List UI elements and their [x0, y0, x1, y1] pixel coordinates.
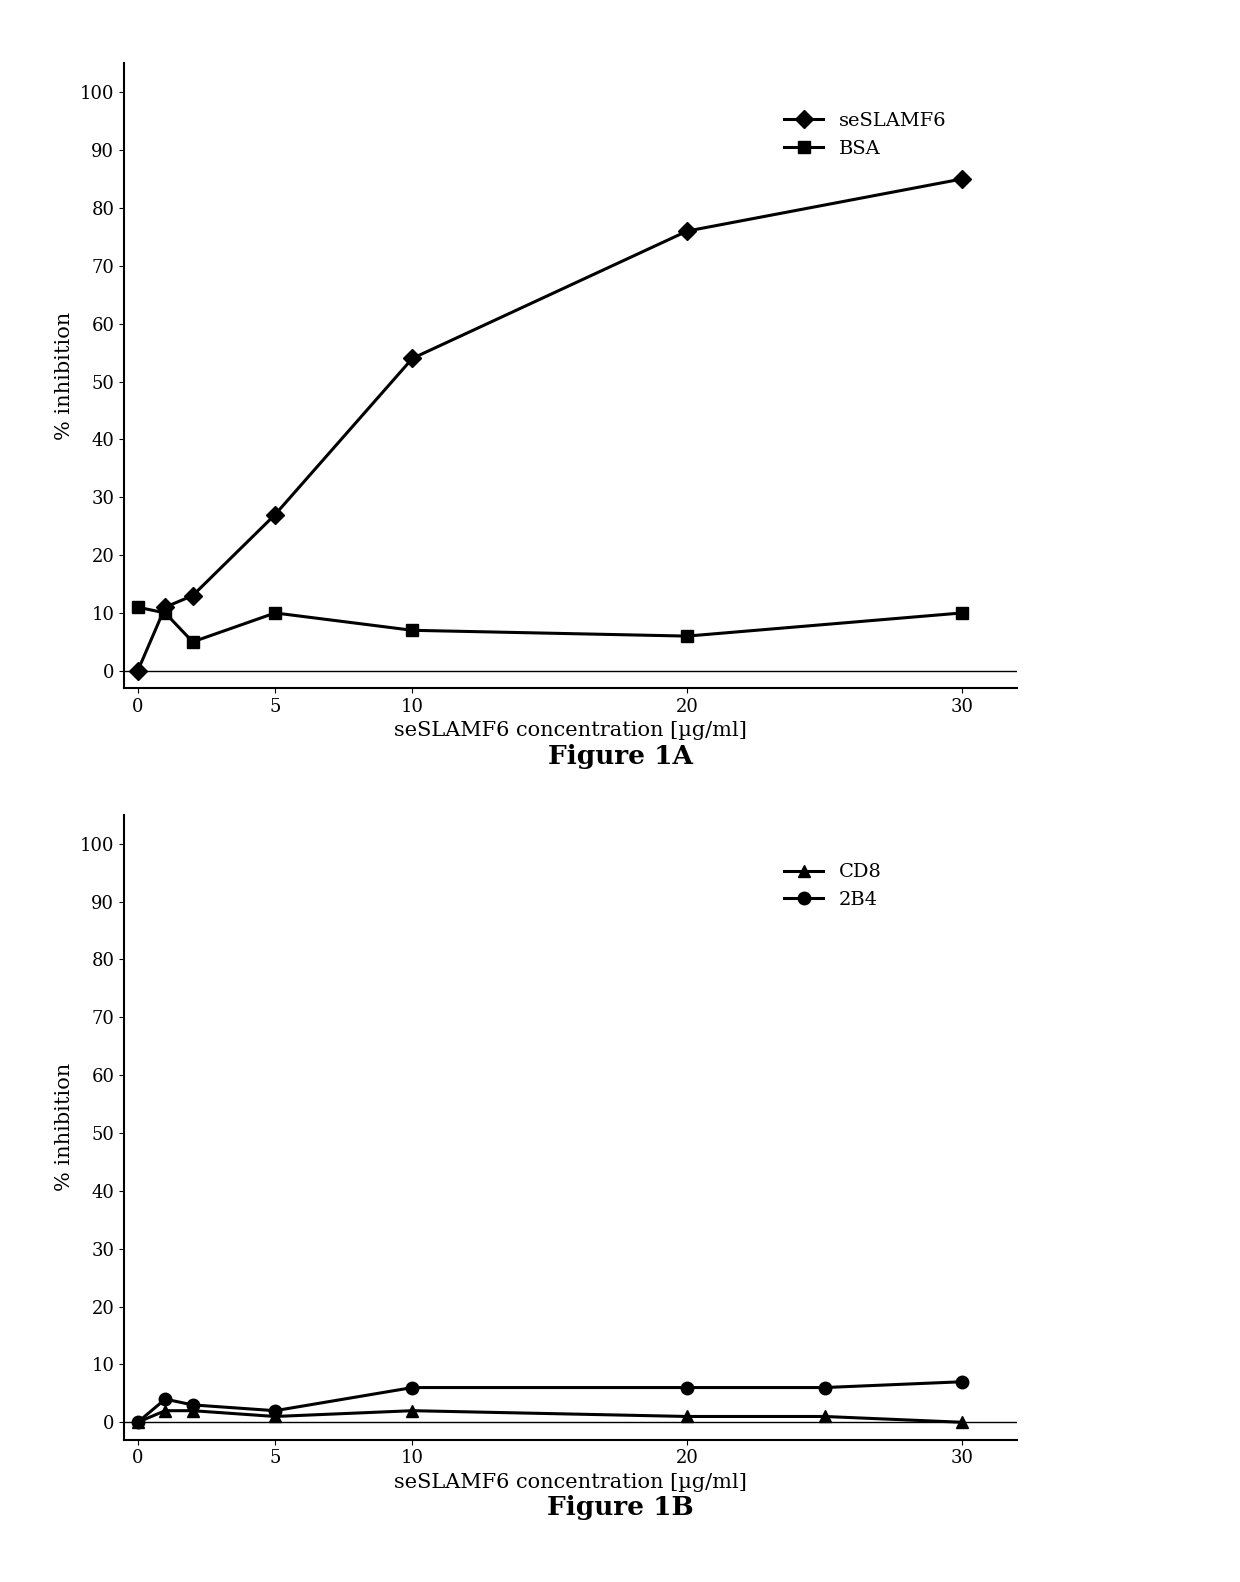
2B4 [680, 1378, 694, 1397]
BSA [130, 598, 145, 617]
BSA [185, 633, 200, 652]
Legend: CD8, 2B4: CD8, 2B4 [776, 856, 889, 918]
CD8 [955, 1413, 970, 1432]
CD8 [130, 1413, 145, 1432]
seSLAMF6 [157, 598, 172, 617]
seSLAMF6 [268, 505, 283, 524]
seSLAMF6 [405, 350, 420, 369]
seSLAMF6 [130, 661, 145, 680]
2B4 [157, 1389, 172, 1408]
BSA [955, 603, 970, 622]
seSLAMF6 [680, 221, 694, 240]
BSA [157, 603, 172, 622]
Line: BSA: BSA [131, 601, 968, 649]
2B4 [130, 1413, 145, 1432]
X-axis label: seSLAMF6 concentration [µg/ml]: seSLAMF6 concentration [µg/ml] [394, 721, 746, 740]
CD8 [185, 1402, 200, 1421]
seSLAMF6 [955, 169, 970, 188]
seSLAMF6 [185, 585, 200, 604]
CD8 [405, 1402, 420, 1421]
Line: seSLAMF6: seSLAMF6 [131, 172, 968, 677]
CD8 [680, 1406, 694, 1425]
CD8 [268, 1406, 283, 1425]
2B4 [955, 1372, 970, 1391]
Line: CD8: CD8 [131, 1405, 968, 1429]
Text: Figure 1B: Figure 1B [547, 1495, 693, 1520]
2B4 [405, 1378, 420, 1397]
Y-axis label: % inhibition: % inhibition [56, 312, 74, 440]
BSA [680, 626, 694, 645]
Y-axis label: % inhibition: % inhibition [56, 1063, 74, 1191]
Text: Figure 1A: Figure 1A [548, 744, 692, 769]
2B4 [185, 1395, 200, 1414]
X-axis label: seSLAMF6 concentration [µg/ml]: seSLAMF6 concentration [µg/ml] [394, 1473, 746, 1492]
2B4 [817, 1378, 832, 1397]
Line: 2B4: 2B4 [131, 1375, 968, 1429]
BSA [405, 620, 420, 639]
BSA [268, 603, 283, 622]
2B4 [268, 1402, 283, 1421]
CD8 [817, 1406, 832, 1425]
Legend: seSLAMF6, BSA: seSLAMF6, BSA [776, 104, 954, 166]
CD8 [157, 1402, 172, 1421]
